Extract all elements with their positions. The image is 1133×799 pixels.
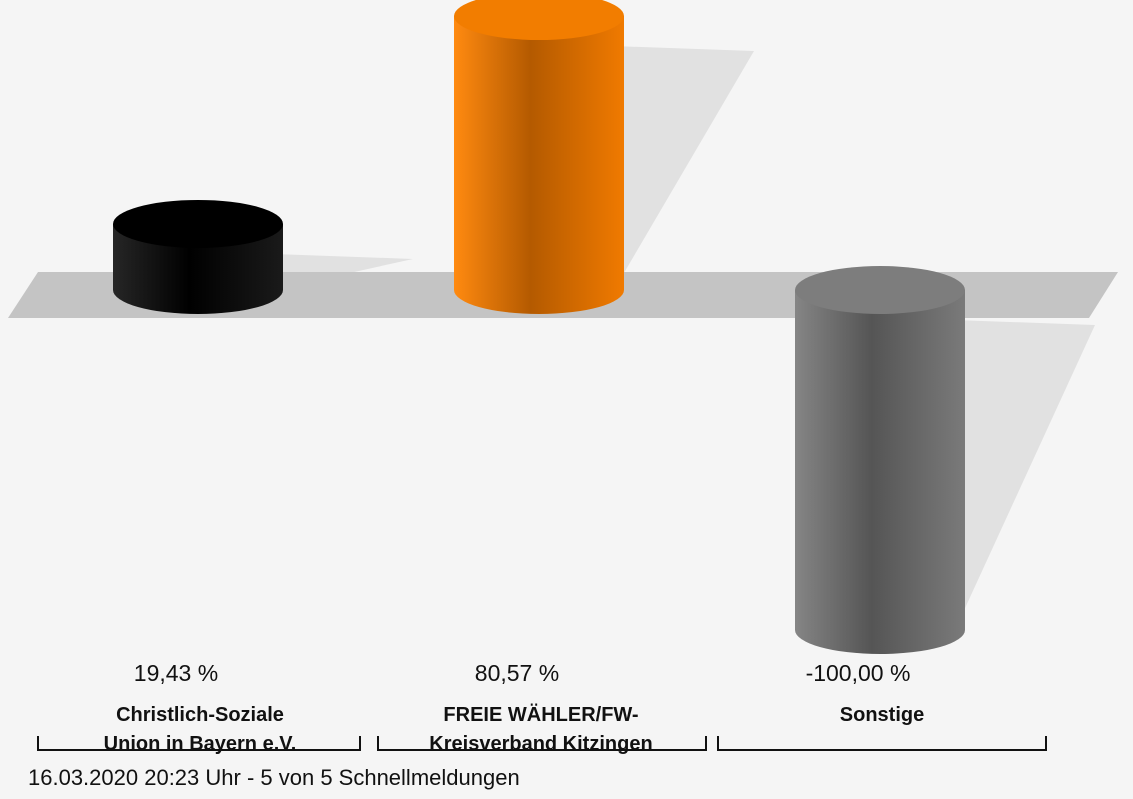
bar-value-label: -100,00 % — [806, 660, 911, 686]
bar-cylinder-top — [454, 0, 624, 41]
category-label: Kreisverband Kitzingen — [429, 733, 652, 755]
bar-cylinder-top — [795, 266, 965, 314]
bar-shadow — [614, 46, 754, 291]
category-bracket — [377, 736, 707, 751]
category-label: FREIE WÄHLER/FW- — [443, 703, 638, 726]
bar-cylinder-body — [113, 223, 283, 314]
bar-cylinder-body — [454, 16, 624, 314]
category-label: Christlich-Soziale — [116, 704, 284, 726]
category-bracket — [37, 736, 361, 751]
category-label: Union in Bayern e.V. — [104, 733, 297, 755]
category-label: Sonstige — [840, 704, 924, 726]
bar-cylinder-top — [113, 199, 283, 248]
chart-footer-timestamp: 16.03.2020 20:23 Uhr - 5 von 5 Schnellme… — [28, 765, 520, 790]
bar-value-label: 19,43 % — [134, 660, 218, 686]
category-bracket — [717, 736, 1047, 751]
bar-shadow — [955, 320, 1095, 630]
bar-cylinder-body — [795, 290, 965, 654]
bar-value-label: 80,57 % — [475, 660, 559, 686]
